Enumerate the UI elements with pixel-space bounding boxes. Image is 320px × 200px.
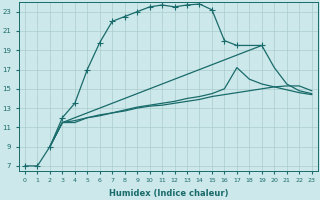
X-axis label: Humidex (Indice chaleur): Humidex (Indice chaleur) [108, 189, 228, 198]
